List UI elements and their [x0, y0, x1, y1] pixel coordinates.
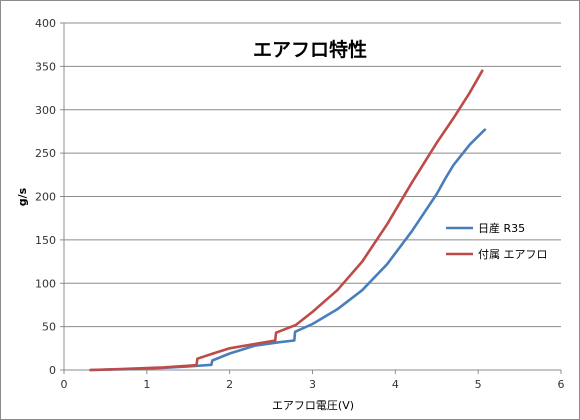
x-tick-label-0: 0	[61, 378, 68, 391]
x-tick-label-5: 5	[475, 378, 482, 391]
y-tick-label-1: 50	[42, 321, 56, 334]
y-tick-label-6: 300	[35, 104, 56, 117]
y-tick-label-2: 100	[35, 277, 56, 290]
y-tick-labels: 0 50 100 150 200 250 300 350 400	[35, 17, 56, 377]
y-axis-label: g/s	[16, 187, 29, 206]
x-tick-labels: 0 1 2 3 4 5 6	[61, 378, 565, 391]
series-line-0	[89, 128, 487, 372]
x-tick-label-2: 2	[226, 378, 233, 391]
x-tick-label-1: 1	[143, 378, 150, 391]
x-axis-label: エアフロ電圧(V)	[272, 399, 354, 412]
legend: 日産 R35 付属 エアフロ	[446, 222, 548, 261]
chart-title: エアフロ特性	[253, 38, 367, 61]
gridlines	[60, 22, 561, 371]
y-tick-label-7: 350	[35, 60, 56, 73]
y-tick-label-3: 150	[35, 234, 56, 247]
x-tick-label-6: 6	[558, 378, 565, 391]
series-lines	[89, 69, 487, 372]
y-tick-label-5: 250	[35, 147, 56, 160]
y-tick-label-8: 400	[35, 17, 56, 30]
y-tick-label-4: 200	[35, 191, 56, 204]
x-tick-label-4: 4	[392, 378, 399, 391]
axes	[63, 23, 562, 374]
series-line-1	[89, 69, 484, 372]
x-tick-label-3: 3	[309, 378, 316, 391]
legend-label-1: 付属 エアフロ	[478, 248, 548, 261]
legend-label-0: 日産 R35	[478, 222, 525, 235]
y-tick-label-0: 0	[49, 364, 56, 377]
